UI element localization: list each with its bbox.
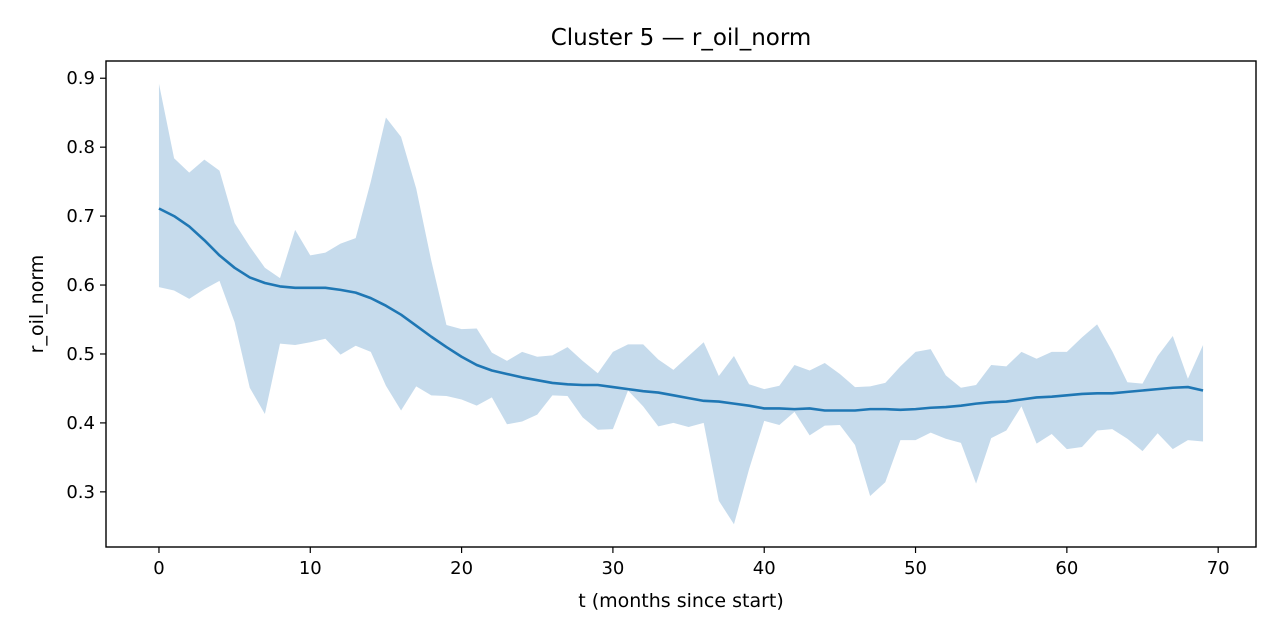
x-axis-title: t (months since start) [578,590,784,612]
x-tick-label: 50 [904,558,927,579]
y-tick-label: 0.7 [66,206,95,227]
plot-frame [105,60,1257,548]
x-tick-label: 30 [601,558,624,579]
chart-title: Cluster 5 — r_oil_norm [551,25,812,51]
plot-area [158,83,1204,525]
x-axis: 0 10 20 30 40 50 60 70 [153,547,1230,579]
mean-line [158,207,1204,412]
x-tick-label: 10 [299,558,322,579]
x-tick-label: 40 [753,558,776,579]
x-tick-label: 60 [1055,558,1078,579]
y-tick-label: 0.4 [66,413,95,434]
x-tick-label: 20 [450,558,473,579]
x-tick-label: 0 [153,558,164,579]
x-tick-label: 70 [1207,558,1230,579]
band-area [158,83,1204,525]
y-tick-label: 0.3 [66,482,95,503]
y-axis: 0.3 0.4 0.5 0.6 0.7 0.8 0.9 [66,68,106,503]
y-tick-label: 0.6 [66,275,95,296]
y-axis-title: r_oil_norm [26,255,48,354]
y-tick-label: 0.8 [66,137,95,158]
y-tick-label: 0.9 [66,68,95,89]
y-tick-label: 0.5 [66,344,95,365]
